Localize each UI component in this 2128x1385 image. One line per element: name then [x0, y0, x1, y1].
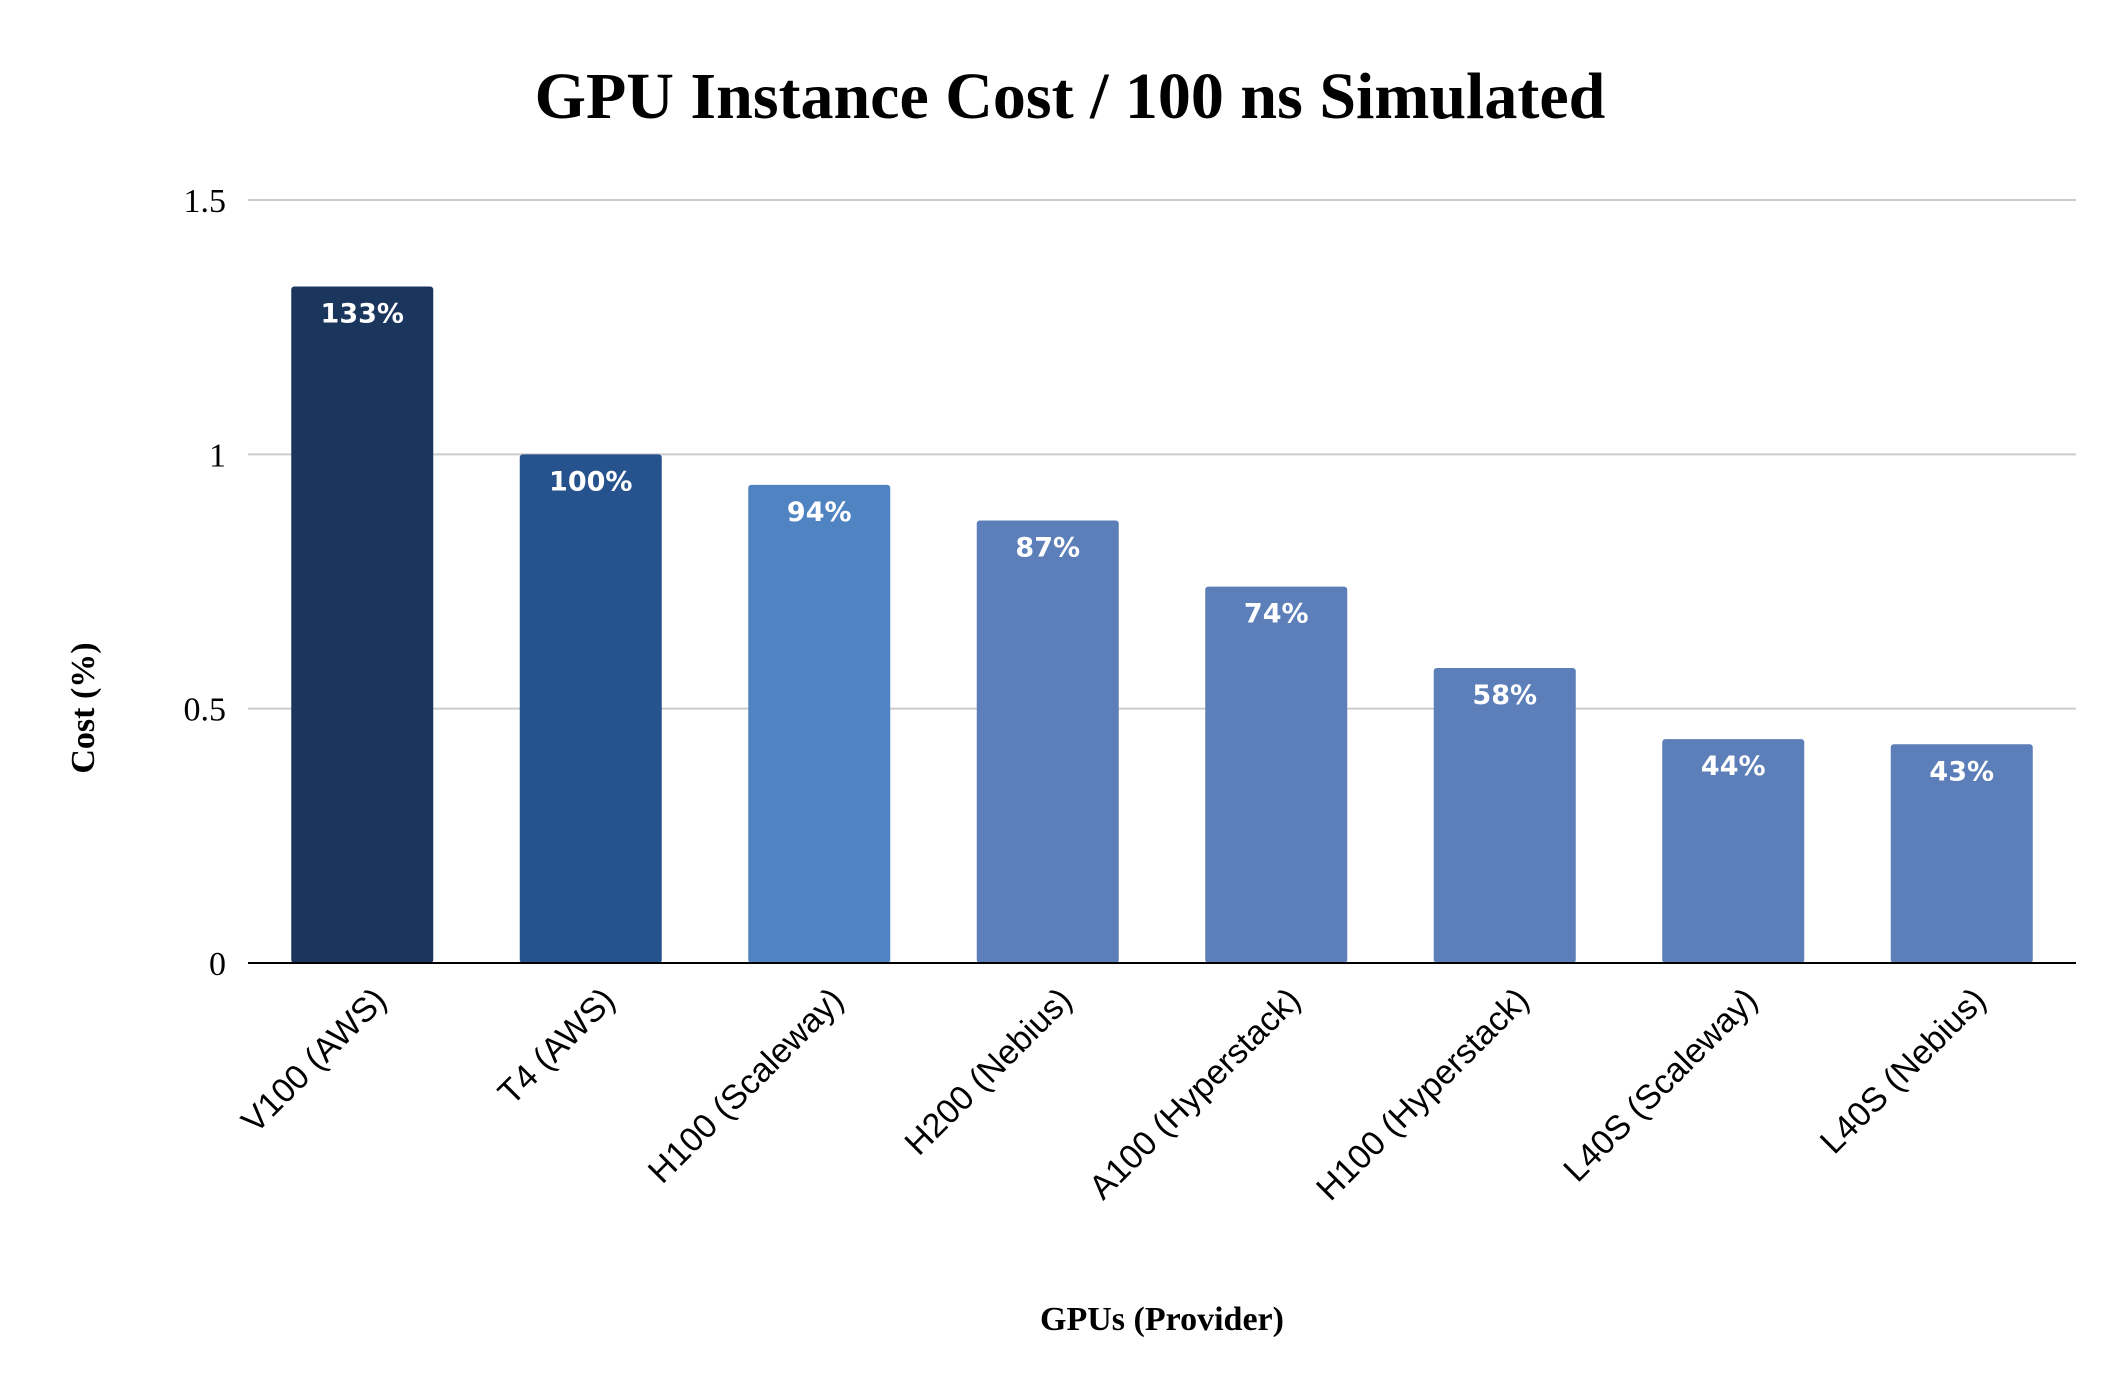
- x-tick-label: V100 (AWS): [234, 981, 394, 1141]
- bar: [291, 286, 434, 963]
- bar: [519, 454, 662, 963]
- bar-data-label: 58%: [1472, 680, 1537, 711]
- x-tick-label: H100 (Hyperstack): [1309, 981, 1536, 1208]
- bar-data-labels: 133% 100% 94% 87% 74% 58% 44% 43%: [321, 298, 1995, 787]
- bar-data-label: 133%: [321, 298, 404, 329]
- bars: [291, 286, 2033, 963]
- x-tick-label: H100 (Scaleway): [641, 981, 851, 1191]
- y-tick-label: 1.5: [184, 183, 227, 220]
- chart-title: GPU Instance Cost / 100 ns Simulated: [535, 60, 1606, 133]
- x-tick-label: T4 (AWS): [491, 981, 622, 1112]
- x-tick-label: H200 (Nebius): [898, 981, 1080, 1163]
- bar: [748, 484, 891, 963]
- bar: [1662, 739, 1805, 963]
- x-tick-label: A100 (Hyperstack): [1082, 981, 1308, 1207]
- bar-data-label: 43%: [1929, 756, 1994, 787]
- bar-data-label: 94%: [787, 497, 852, 528]
- y-tick-label: 0.5: [184, 692, 227, 729]
- x-axis-label: GPUs (Provider): [1040, 1301, 1284, 1338]
- bar-data-label: 74%: [1244, 599, 1309, 630]
- y-axis-label: Cost (%): [65, 642, 102, 773]
- bar: [1205, 586, 1348, 963]
- x-axis-ticks: V100 (AWS) T4 (AWS) H100 (Scaleway) H200 (N…: [234, 981, 1993, 1208]
- bar: [976, 520, 1119, 963]
- bar: [1890, 744, 2033, 963]
- bar-data-label: 87%: [1015, 532, 1080, 563]
- bar: [1433, 667, 1576, 963]
- y-axis-ticks: 0 0.5 1 1.5: [184, 183, 227, 983]
- y-tick-label: 1: [209, 437, 226, 474]
- bar-data-label: 44%: [1701, 751, 1766, 782]
- x-tick-label: L40S (Nebius): [1813, 981, 1994, 1162]
- bar-data-label: 100%: [549, 466, 632, 497]
- x-tick-label: L40S (Scaleway): [1556, 981, 1765, 1190]
- y-tick-label: 0: [209, 946, 226, 983]
